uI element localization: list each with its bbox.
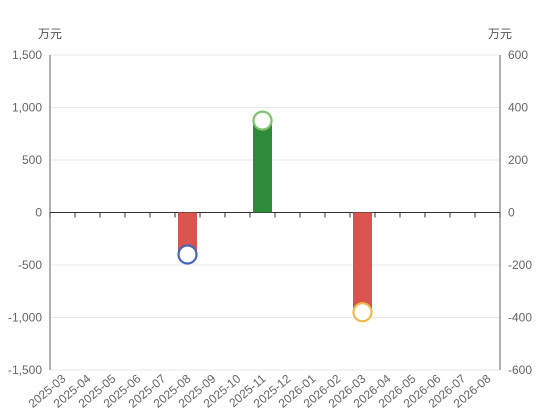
- right-y-tick-label: 0: [508, 206, 515, 220]
- left-y-tick-label: 500: [22, 153, 42, 167]
- x-axis-labels: 2025-032025-042025-052025-062025-072025-…: [26, 371, 494, 410]
- right-axis-labels: 600 400 200 0 -200 -400 -600: [508, 48, 532, 377]
- left-y-tick-label: 1,500: [12, 48, 42, 62]
- left-y-tick-label: -500: [18, 258, 42, 272]
- right-axis-unit: 万元: [488, 27, 512, 41]
- left-y-tick-label: 0: [35, 206, 42, 220]
- right-y-tick-label: -400: [508, 311, 532, 325]
- left-axis-unit: 万元: [38, 27, 62, 41]
- left-y-tick-label: 1,000: [12, 101, 42, 115]
- gridlines: [50, 54, 500, 371]
- right-y-tick-label: 600: [508, 48, 528, 62]
- bar: [353, 212, 372, 313]
- right-y-tick-label: -200: [508, 258, 532, 272]
- marker-point: [352, 302, 373, 323]
- marker-point: [177, 244, 198, 265]
- bar: [253, 120, 272, 213]
- axes: [49, 55, 501, 370]
- right-y-tick-label: 200: [508, 153, 528, 167]
- bars: [178, 120, 372, 313]
- marker-point: [252, 110, 273, 131]
- right-y-tick-label: -600: [508, 363, 532, 377]
- right-y-tick-label: 400: [508, 101, 528, 115]
- left-axis-labels: 1,500 1,000 500 0 -500 -1,000 -1,500: [8, 48, 42, 377]
- left-y-tick-label: -1,500: [8, 363, 42, 377]
- left-y-tick-label: -1,000: [8, 311, 42, 325]
- bar: [178, 212, 197, 255]
- markers: [177, 110, 373, 323]
